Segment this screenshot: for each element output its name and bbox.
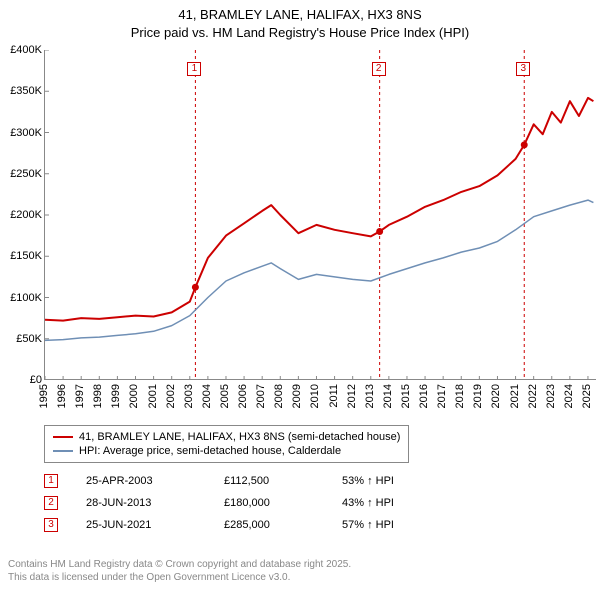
x-tick-label: 2025 bbox=[581, 384, 593, 408]
plot-area bbox=[44, 50, 596, 380]
legend-row: HPI: Average price, semi-detached house,… bbox=[53, 444, 400, 458]
y-tick-label: £50K bbox=[16, 333, 42, 345]
sales-table: 1 25-APR-2003 £112,500 53% ↑ HPI 2 28-JUN-201… bbox=[44, 470, 452, 536]
sale-date: 28-JUN-2013 bbox=[86, 497, 196, 509]
y-tick-label: £100K bbox=[10, 292, 42, 304]
legend-row: 41, BRAMLEY LANE, HALIFAX, HX3 8NS (semi… bbox=[53, 430, 400, 444]
x-tick-label: 1999 bbox=[110, 384, 122, 408]
sale-diff: 53% ↑ HPI bbox=[342, 475, 452, 487]
y-tick-label: £200K bbox=[10, 209, 42, 221]
footer-line1: Contains HM Land Registry data © Crown c… bbox=[8, 558, 351, 571]
sale-price: £112,500 bbox=[224, 475, 314, 487]
x-tick-label: 2007 bbox=[255, 384, 267, 408]
x-tick-label: 1997 bbox=[74, 384, 86, 408]
sale-diff: 43% ↑ HPI bbox=[342, 497, 452, 509]
x-axis-ticks: 1995199619971998199920002001200220032004… bbox=[44, 380, 596, 420]
sale-marker-box: 1 bbox=[187, 62, 201, 76]
x-tick-label: 2014 bbox=[382, 384, 394, 408]
x-tick-label: 2001 bbox=[147, 384, 159, 408]
footer-line2: This data is licensed under the Open Gov… bbox=[8, 571, 351, 584]
x-tick-label: 2012 bbox=[346, 384, 358, 408]
chart-area: £0£50K£100K£150K£200K£250K£300K£350K£400… bbox=[0, 50, 600, 420]
x-tick-label: 2017 bbox=[436, 384, 448, 408]
x-tick-label: 2015 bbox=[400, 384, 412, 408]
x-tick-label: 2003 bbox=[183, 384, 195, 408]
x-tick-label: 2008 bbox=[273, 384, 285, 408]
x-tick-label: 2013 bbox=[364, 384, 376, 408]
legend-swatch bbox=[53, 450, 73, 452]
sale-row: 3 25-JUN-2021 £285,000 57% ↑ HPI bbox=[44, 514, 452, 536]
x-tick-label: 1998 bbox=[92, 384, 104, 408]
y-axis-ticks: £0£50K£100K£150K£200K£250K£300K£350K£400… bbox=[0, 50, 44, 420]
x-tick-label: 2010 bbox=[309, 384, 321, 408]
x-tick-label: 2023 bbox=[545, 384, 557, 408]
sale-price: £180,000 bbox=[224, 497, 314, 509]
x-tick-label: 2009 bbox=[291, 384, 303, 408]
sale-date: 25-JUN-2021 bbox=[86, 519, 196, 531]
x-tick-label: 2004 bbox=[201, 384, 213, 408]
sale-marker-icon: 2 bbox=[44, 496, 58, 510]
sale-diff: 57% ↑ HPI bbox=[342, 519, 452, 531]
chart-title: 41, BRAMLEY LANE, HALIFAX, HX3 8NS Price… bbox=[0, 0, 600, 41]
legend-label: 41, BRAMLEY LANE, HALIFAX, HX3 8NS (semi… bbox=[79, 431, 400, 443]
x-tick-label: 2022 bbox=[527, 384, 539, 408]
x-tick-label: 2019 bbox=[472, 384, 484, 408]
x-tick-label: 1996 bbox=[56, 384, 68, 408]
x-tick-label: 2018 bbox=[454, 384, 466, 408]
x-tick-label: 2011 bbox=[328, 384, 340, 408]
x-tick-label: 2005 bbox=[219, 384, 231, 408]
footer-attribution: Contains HM Land Registry data © Crown c… bbox=[8, 558, 351, 584]
x-tick-label: 2006 bbox=[237, 384, 249, 408]
plot-svg bbox=[45, 50, 597, 380]
legend-swatch bbox=[53, 436, 73, 438]
y-tick-label: £400K bbox=[10, 44, 42, 56]
sale-row: 1 25-APR-2003 £112,500 53% ↑ HPI bbox=[44, 470, 452, 492]
x-tick-label: 2020 bbox=[490, 384, 502, 408]
sale-marker-icon: 1 bbox=[44, 474, 58, 488]
x-tick-label: 2021 bbox=[509, 384, 521, 408]
sale-marker-box: 3 bbox=[516, 62, 530, 76]
sale-date: 25-APR-2003 bbox=[86, 475, 196, 487]
x-tick-label: 2000 bbox=[128, 384, 140, 408]
sale-row: 2 28-JUN-2013 £180,000 43% ↑ HPI bbox=[44, 492, 452, 514]
y-tick-label: £150K bbox=[10, 250, 42, 262]
x-tick-label: 1995 bbox=[38, 384, 50, 408]
y-tick-label: £300K bbox=[10, 127, 42, 139]
legend-box: 41, BRAMLEY LANE, HALIFAX, HX3 8NS (semi… bbox=[44, 425, 409, 463]
sale-price: £285,000 bbox=[224, 519, 314, 531]
legend-label: HPI: Average price, semi-detached house,… bbox=[79, 445, 341, 457]
x-tick-label: 2024 bbox=[563, 384, 575, 408]
title-line2: Price paid vs. HM Land Registry's House … bbox=[0, 24, 600, 42]
sale-marker-icon: 3 bbox=[44, 518, 58, 532]
y-tick-label: £250K bbox=[10, 168, 42, 180]
sale-marker-box: 2 bbox=[372, 62, 386, 76]
figure-container: 41, BRAMLEY LANE, HALIFAX, HX3 8NS Price… bbox=[0, 0, 600, 590]
x-tick-label: 2002 bbox=[165, 384, 177, 408]
x-tick-label: 2016 bbox=[418, 384, 430, 408]
title-line1: 41, BRAMLEY LANE, HALIFAX, HX3 8NS bbox=[0, 6, 600, 24]
y-tick-label: £350K bbox=[10, 85, 42, 97]
